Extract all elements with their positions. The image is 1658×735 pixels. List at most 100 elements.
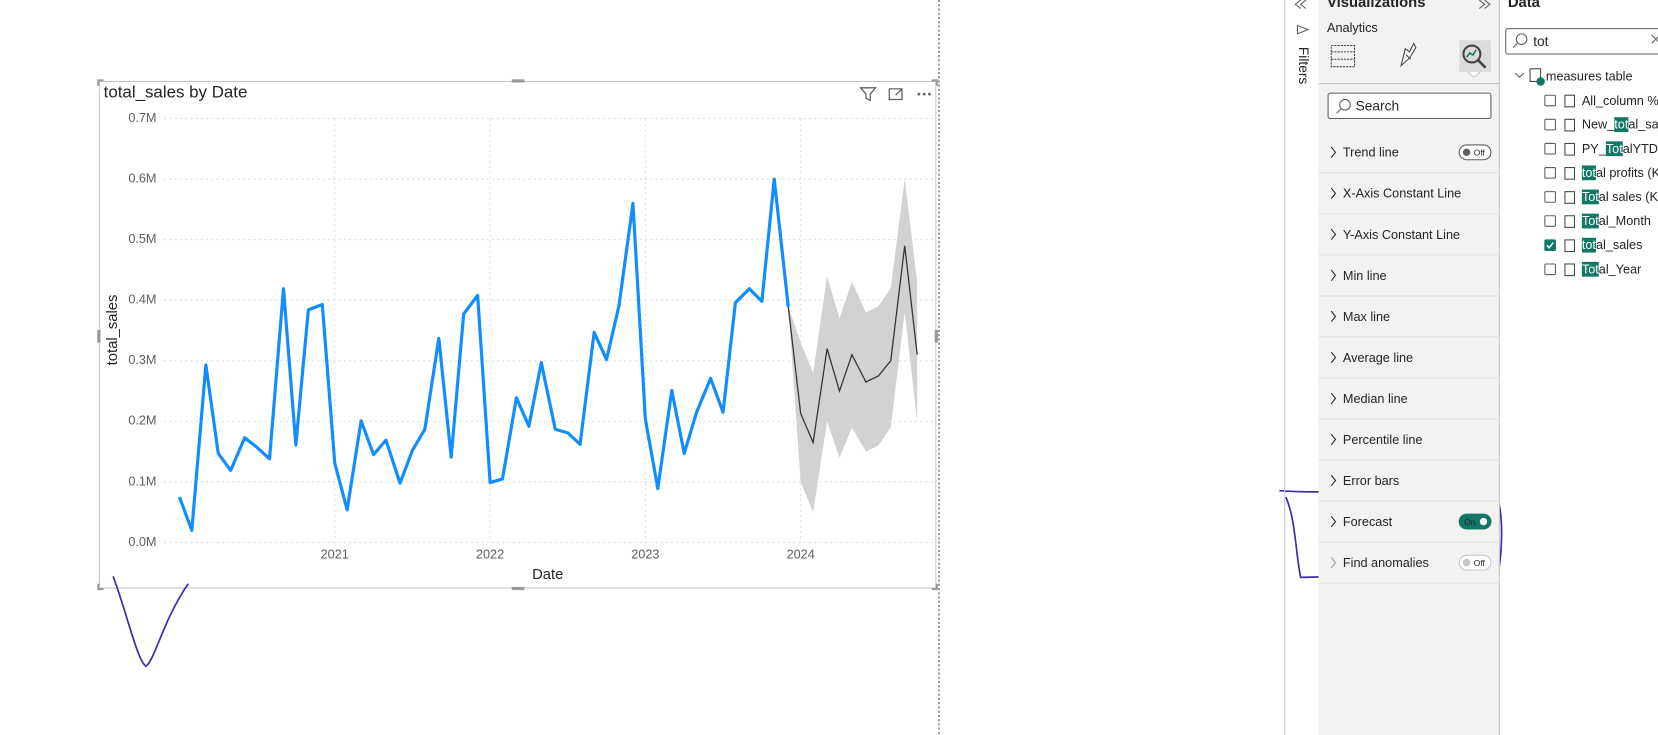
- field-name[interactable]: Total sales (K/$: [1582, 190, 1658, 204]
- y-tick-label: 0.3M: [128, 353, 156, 367]
- filter-pane-icon: [1296, 24, 1310, 35]
- table-name[interactable]: measures table: [1546, 70, 1633, 84]
- chevron[interactable]: [1330, 228, 1337, 240]
- expand-icon[interactable]: [1478, 0, 1491, 9]
- search-placeholder[interactable]: Search: [1356, 98, 1400, 113]
- checkbox[interactable]: [1544, 263, 1556, 276]
- toggle-state: On: [1464, 517, 1476, 527]
- section-label[interactable]: Max line: [1343, 310, 1390, 324]
- section-label[interactable]: Forecast: [1343, 515, 1393, 529]
- checkbox[interactable]: [1544, 239, 1556, 251]
- data-search-box[interactable]: [1505, 28, 1658, 55]
- search-highlight: [1581, 261, 1599, 277]
- toggle[interactable]: [1458, 513, 1492, 530]
- chevron[interactable]: [1330, 269, 1337, 282]
- chevron[interactable]: [1330, 433, 1337, 446]
- toggle[interactable]: [1458, 554, 1492, 571]
- measure-icon: [1564, 191, 1575, 204]
- search-icon: [1336, 108, 1342, 114]
- measure-icon: [1564, 263, 1575, 277]
- format-tabs[interactable]: [1330, 40, 1491, 78]
- check: [1546, 242, 1554, 249]
- chevron[interactable]: [1330, 474, 1337, 487]
- data-pane-title: Data: [1508, 0, 1541, 11]
- section-label[interactable]: Average line: [1343, 351, 1413, 365]
- search-highlight: [1581, 189, 1599, 205]
- section-label[interactable]: Percentile line: [1343, 433, 1423, 447]
- search-icon: [1339, 98, 1351, 111]
- clear-search[interactable]: [1651, 34, 1658, 44]
- chevron[interactable]: [1330, 351, 1337, 364]
- y-tick-label: 0.0M: [128, 535, 156, 549]
- chevron[interactable]: [1330, 310, 1337, 323]
- chevron[interactable]: [1330, 392, 1337, 405]
- section-label[interactable]: Trend line: [1343, 146, 1399, 160]
- chevron[interactable]: [1330, 515, 1337, 528]
- y-tick-label: 0.1M: [128, 474, 156, 488]
- y-tick-label: 0.2M: [128, 414, 156, 428]
- checkbox[interactable]: [1544, 142, 1556, 155]
- toggle[interactable]: [1458, 144, 1492, 161]
- x-tick-label: 2021: [321, 548, 349, 562]
- x-tick-label: 2022: [476, 548, 504, 562]
- measure-icon: [1564, 215, 1575, 228]
- field-name[interactable]: Total_Month: [1582, 214, 1651, 228]
- toggle-state: Off: [1474, 148, 1486, 158]
- filters-label[interactable]: Filters: [1296, 47, 1311, 85]
- search-icon: [1515, 33, 1528, 45]
- chevron[interactable]: [1330, 187, 1337, 199]
- table-badge: [1536, 77, 1545, 86]
- y-tick-label: 0.6M: [128, 171, 156, 185]
- forecast-band: [788, 179, 918, 513]
- toggle-knob: [1462, 148, 1471, 157]
- checkbox[interactable]: [1544, 167, 1556, 179]
- filter-icon[interactable]: [859, 87, 877, 102]
- toggle-state: Off: [1474, 558, 1486, 568]
- pane-tab: Analytics: [1327, 21, 1378, 35]
- measure-icon: [1564, 167, 1575, 180]
- search-box[interactable]: [1327, 92, 1492, 120]
- chevron[interactable]: [1330, 556, 1337, 569]
- checkbox[interactable]: [1544, 215, 1556, 227]
- visualizations-pane: [1318, 0, 1500, 735]
- search-highlight: [1605, 141, 1623, 157]
- y-axis-title: total_sales: [105, 295, 121, 366]
- measure-icon: [1564, 94, 1575, 108]
- focus-icon[interactable]: [888, 88, 903, 101]
- collapse-icon[interactable]: [1294, 0, 1307, 9]
- checkbox[interactable]: [1544, 191, 1556, 203]
- chevron[interactable]: [1330, 146, 1337, 158]
- toggle-knob: [1479, 517, 1488, 526]
- table-icon: [1529, 68, 1542, 83]
- search-highlight: [1614, 117, 1629, 133]
- visual-header-icons[interactable]: [859, 87, 903, 102]
- section-label[interactable]: Y-Axis Constant Line: [1343, 228, 1460, 242]
- section-label[interactable]: X-Axis Constant Line: [1343, 187, 1461, 201]
- chart-title: total_sales by Date: [104, 83, 248, 102]
- expand-chevron[interactable]: [1514, 72, 1525, 78]
- field-name[interactable]: All_column %: [1582, 94, 1658, 108]
- section-label[interactable]: Find anomalies: [1343, 556, 1429, 570]
- data-search-text[interactable]: tot: [1533, 34, 1548, 49]
- field-name[interactable]: total profits (K: [1582, 166, 1658, 180]
- field-name[interactable]: Total_Year: [1582, 263, 1642, 277]
- pane-title: Visualizations: [1327, 0, 1425, 11]
- y-tick-label: 0.5M: [128, 232, 156, 246]
- section-label[interactable]: Median line: [1343, 392, 1408, 406]
- search-highlight: [1581, 237, 1596, 253]
- search-icon: [1512, 43, 1518, 49]
- field-name[interactable]: PY_TotalYTD: [1582, 142, 1658, 156]
- more-options[interactable]: [917, 92, 931, 96]
- forecast-line: [787, 245, 918, 445]
- checkbox[interactable]: [1544, 94, 1556, 107]
- annotation-stroke: [112, 576, 189, 668]
- resize-handles: [97, 79, 938, 591]
- section-label[interactable]: Min line: [1343, 269, 1387, 283]
- field-name[interactable]: New_total_sale: [1582, 118, 1658, 132]
- checkbox[interactable]: [1544, 118, 1556, 131]
- section-label[interactable]: Error bars: [1343, 474, 1399, 488]
- field-name[interactable]: total_sales: [1582, 239, 1643, 253]
- plot-area: 0.0M 0.1M 0.2M 0.3M 0.4M 0.5M 0.6M 0.7M 2021 2022…: [128, 111, 936, 562]
- x-axis-title: Date: [532, 567, 563, 583]
